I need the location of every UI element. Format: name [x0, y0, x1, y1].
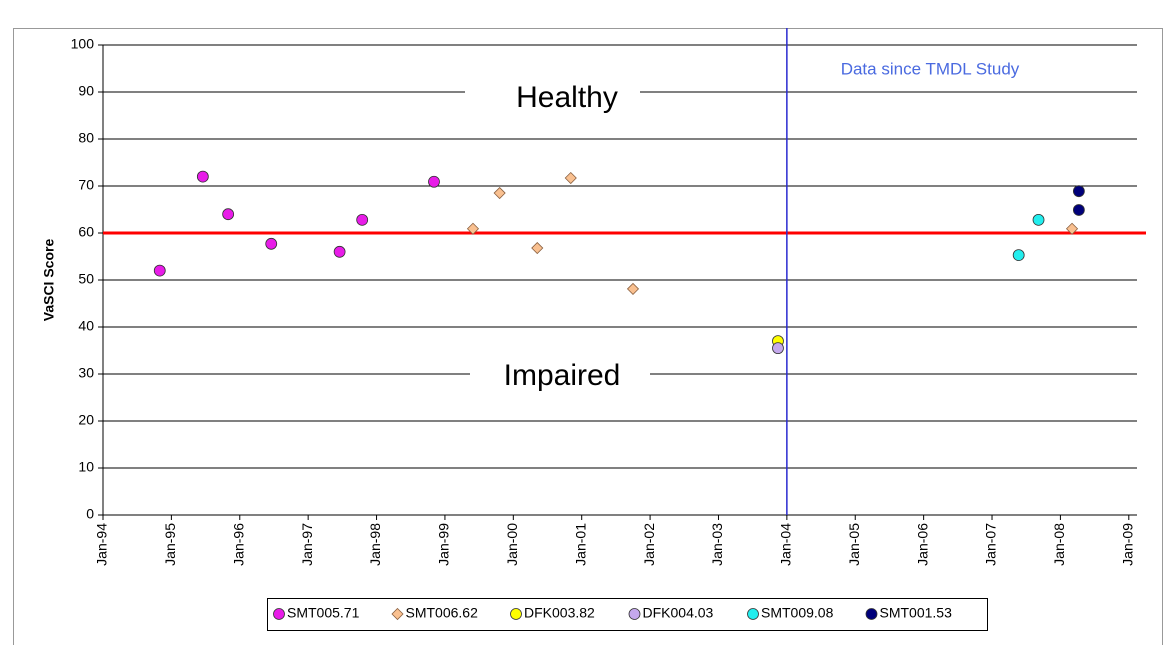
- point: [1072, 185, 1085, 198]
- y-tick-label: 10: [78, 459, 94, 475]
- legend-marker: [273, 608, 285, 620]
- point: [428, 175, 440, 188]
- y-tick-label: 0: [86, 506, 94, 522]
- y-tick-label: 40: [78, 318, 94, 334]
- point: [564, 171, 577, 185]
- legend-label: SMT009.08: [761, 605, 834, 621]
- point: [1072, 204, 1085, 216]
- y-tick-label: 90: [78, 83, 94, 99]
- legend-marker: [628, 608, 641, 620]
- annotation: Impaired: [504, 359, 621, 392]
- point: [531, 241, 544, 255]
- chart-frame: [13, 28, 1163, 645]
- point: [333, 245, 346, 258]
- x-tick-label: Jan-95: [162, 523, 178, 566]
- legend-marker: [865, 608, 878, 620]
- point: [356, 213, 369, 226]
- y-tick-label: 70: [78, 177, 94, 193]
- point: [196, 170, 209, 183]
- y-tick-label: 20: [78, 412, 94, 428]
- x-tick-label: Jan-03: [709, 523, 725, 566]
- y-tick-label: 80: [78, 130, 94, 146]
- y-tick-label: 60: [78, 224, 94, 240]
- x-tick-label: Jan-04: [778, 523, 794, 566]
- x-tick-label: Jan-02: [641, 523, 657, 566]
- y-tick-label: 50: [78, 271, 94, 287]
- point: [222, 208, 235, 221]
- point: [493, 186, 506, 200]
- legend-marker: [747, 608, 759, 620]
- point: [1012, 249, 1025, 261]
- point: [626, 282, 640, 295]
- annotation: Data since TMDL Study: [841, 59, 1020, 78]
- legend-label: DFK003.82: [524, 605, 595, 621]
- x-tick-label: Jan-07: [983, 523, 999, 566]
- legend-label: SMT006.62: [406, 605, 479, 621]
- x-tick-label: Jan-08: [1051, 523, 1067, 566]
- x-tick-label: Jan-00: [504, 523, 520, 566]
- x-tick-label: Jan-05: [846, 523, 862, 566]
- x-tick-label: Jan-01: [572, 523, 588, 566]
- annotation: Healthy: [516, 81, 618, 114]
- x-tick-label: Jan-99: [436, 523, 452, 566]
- x-tick-label: Jan-96: [230, 523, 246, 566]
- legend-marker: [391, 607, 404, 621]
- point: [1065, 222, 1079, 235]
- annotation-background: [470, 357, 650, 397]
- y-tick-label: 100: [71, 36, 95, 52]
- x-tick-label: Jan-97: [299, 523, 315, 566]
- legend-label: DFK004.03: [643, 605, 714, 621]
- x-tick-label: Jan-06: [914, 523, 930, 566]
- legend-label: SMT001.53: [880, 605, 953, 621]
- x-tick-label: Jan-09: [1119, 523, 1135, 566]
- x-tick-label: Jan-94: [94, 523, 110, 566]
- legend: SMT005.71 SMT006.62 DFK003.82 DFK004.03 SMT0…: [267, 598, 988, 631]
- point: [466, 222, 480, 235]
- legend-label: SMT005.71: [287, 605, 360, 621]
- point: [1032, 213, 1045, 226]
- y-axis-label: VaSCI Score: [41, 239, 57, 322]
- point: [772, 342, 784, 355]
- annotation-background: [465, 79, 640, 119]
- legend-marker: [510, 608, 522, 620]
- point: [153, 264, 166, 277]
- x-tick-label: Jan-98: [367, 523, 383, 566]
- point: [265, 237, 278, 250]
- y-tick-label: 30: [78, 365, 94, 381]
